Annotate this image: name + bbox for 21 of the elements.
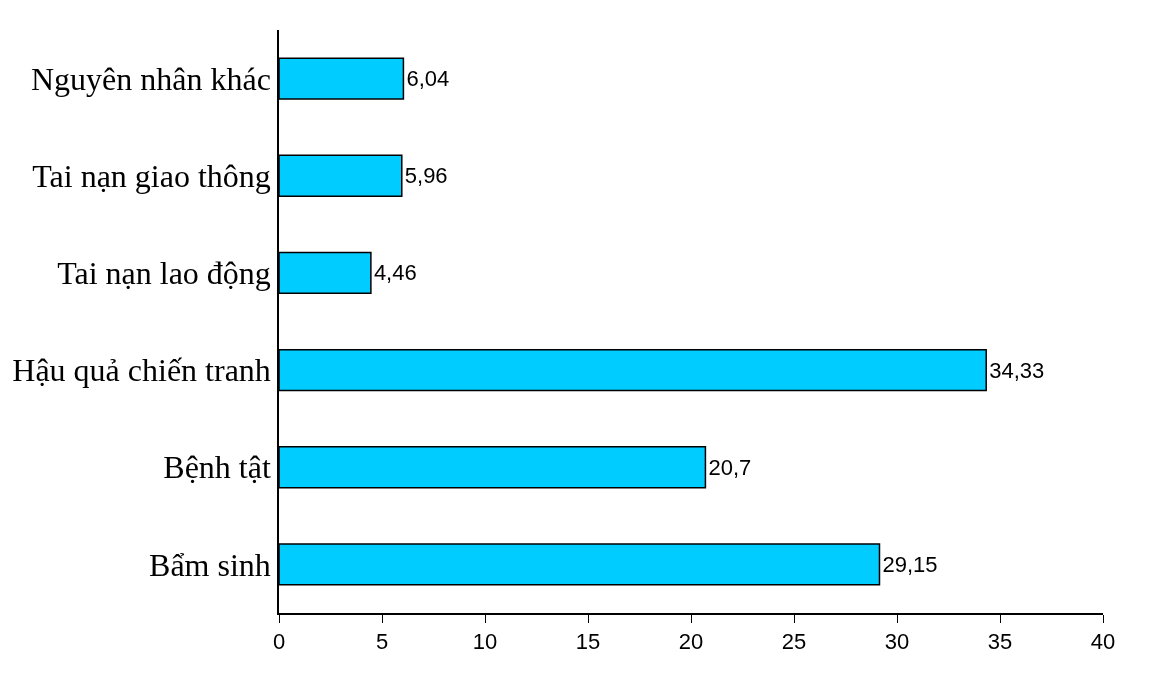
- x-tick-label: 40: [1090, 629, 1116, 655]
- x-tick-label: 30: [884, 629, 910, 655]
- y-tick-label: Nguyên nhân khác: [30, 60, 271, 97]
- data-label: 34,33: [989, 357, 1045, 383]
- x-tick-label: 0: [272, 629, 286, 655]
- y-tick-label: Tai nạn lao động: [57, 255, 271, 292]
- y-tick-label: Bệnh tật: [163, 449, 271, 486]
- x-tick-label: 10: [472, 629, 498, 655]
- x-tick-label: 35: [987, 629, 1013, 655]
- y-tick-label: Hậu quả chiến tranh: [12, 352, 271, 389]
- data-label: 29,15: [882, 551, 938, 577]
- data-label: 5,96: [404, 163, 448, 189]
- x-tick-label: 20: [678, 629, 704, 655]
- y-tick-label: Bẩm sinh: [149, 546, 271, 583]
- x-tick-label: 5: [375, 629, 389, 655]
- data-label: 20,7: [708, 454, 752, 480]
- x-tick-label: 15: [575, 629, 601, 655]
- data-label: 4,46: [373, 260, 417, 286]
- data-label: 6,04: [406, 66, 450, 92]
- x-tick-label: 25: [781, 629, 807, 655]
- y-tick-label: Tai nạn giao thông: [32, 157, 271, 194]
